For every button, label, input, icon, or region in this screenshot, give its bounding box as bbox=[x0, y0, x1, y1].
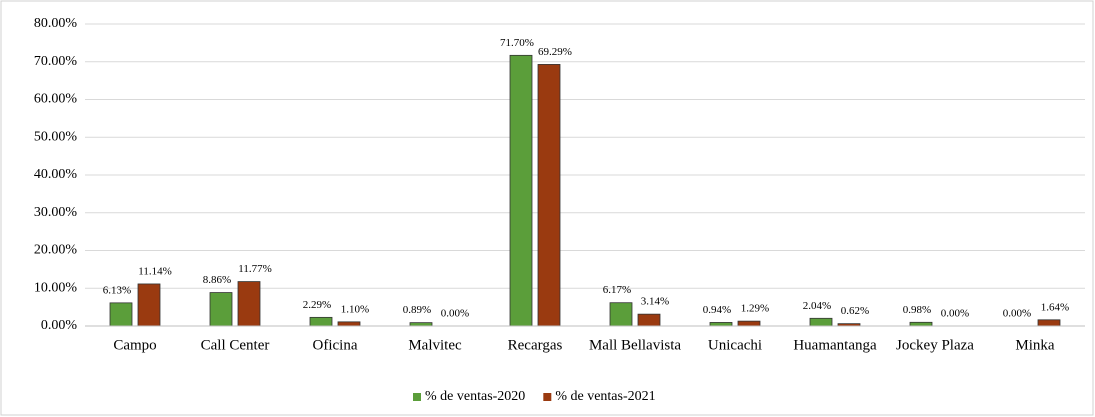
bar bbox=[137, 283, 161, 327]
x-tick-label: Recargas bbox=[508, 337, 563, 353]
y-tick-label: 30.00% bbox=[34, 205, 78, 220]
legend-label: % de ventas-2021 bbox=[555, 389, 655, 404]
value-label: 8.86% bbox=[203, 274, 231, 286]
value-label: 2.29% bbox=[303, 299, 331, 311]
x-tick-label: Call Center bbox=[201, 337, 270, 353]
y-tick-label: 50.00% bbox=[34, 129, 78, 144]
value-label: 11.77% bbox=[238, 263, 272, 275]
bar bbox=[409, 322, 433, 327]
value-label: 71.70% bbox=[500, 37, 534, 49]
x-tick-label: Oficina bbox=[313, 337, 358, 353]
value-label: 1.29% bbox=[741, 303, 769, 315]
value-label: 0.89% bbox=[403, 304, 431, 316]
bar bbox=[809, 317, 833, 327]
bar bbox=[237, 281, 261, 327]
x-tick-label: Jockey Plaza bbox=[896, 337, 974, 353]
value-label: 0.62% bbox=[841, 305, 869, 317]
bar bbox=[1037, 319, 1061, 327]
value-label: 1.64% bbox=[1041, 301, 1069, 313]
value-label: 0.98% bbox=[903, 304, 931, 316]
y-tick-label: 0.00% bbox=[41, 318, 78, 333]
value-label: 0.00% bbox=[1003, 308, 1031, 320]
bar bbox=[509, 54, 533, 327]
legend-label: % de ventas-2020 bbox=[425, 389, 525, 404]
y-tick-label: 70.00% bbox=[34, 54, 78, 69]
bar bbox=[537, 64, 561, 327]
y-tick-label: 40.00% bbox=[34, 167, 78, 182]
value-label: 6.13% bbox=[103, 284, 131, 296]
value-label: 1.10% bbox=[341, 303, 369, 315]
value-label: 0.00% bbox=[941, 308, 969, 320]
value-label: 69.29% bbox=[538, 46, 572, 58]
value-label: 0.00% bbox=[441, 308, 469, 320]
value-label: 2.04% bbox=[803, 300, 831, 312]
y-tick-label: 20.00% bbox=[34, 243, 78, 258]
bar bbox=[337, 321, 361, 327]
y-tick-label: 80.00% bbox=[34, 16, 78, 31]
bar bbox=[209, 292, 233, 327]
value-label: 6.17% bbox=[603, 284, 631, 296]
value-label: 0.94% bbox=[703, 304, 731, 316]
x-tick-label: Huamantanga bbox=[793, 337, 877, 353]
bar bbox=[609, 302, 633, 327]
bar bbox=[309, 316, 333, 327]
bar bbox=[109, 302, 133, 327]
x-tick-label: Campo bbox=[113, 337, 156, 353]
x-tick-label: Mall Bellavista bbox=[589, 337, 681, 353]
legend-swatch bbox=[413, 393, 421, 401]
x-tick-label: Minka bbox=[1015, 337, 1055, 353]
x-tick-label: Malvitec bbox=[408, 337, 462, 353]
bar bbox=[909, 321, 933, 327]
x-tick-label: Unicachi bbox=[708, 337, 762, 353]
bar bbox=[737, 320, 761, 327]
value-label: 11.14% bbox=[138, 265, 172, 277]
y-tick-label: 60.00% bbox=[34, 92, 78, 107]
y-tick-label: 10.00% bbox=[34, 280, 78, 295]
bar bbox=[709, 322, 733, 327]
legend-swatch bbox=[543, 393, 552, 401]
bar bbox=[637, 313, 661, 327]
value-label: 3.14% bbox=[641, 296, 669, 308]
